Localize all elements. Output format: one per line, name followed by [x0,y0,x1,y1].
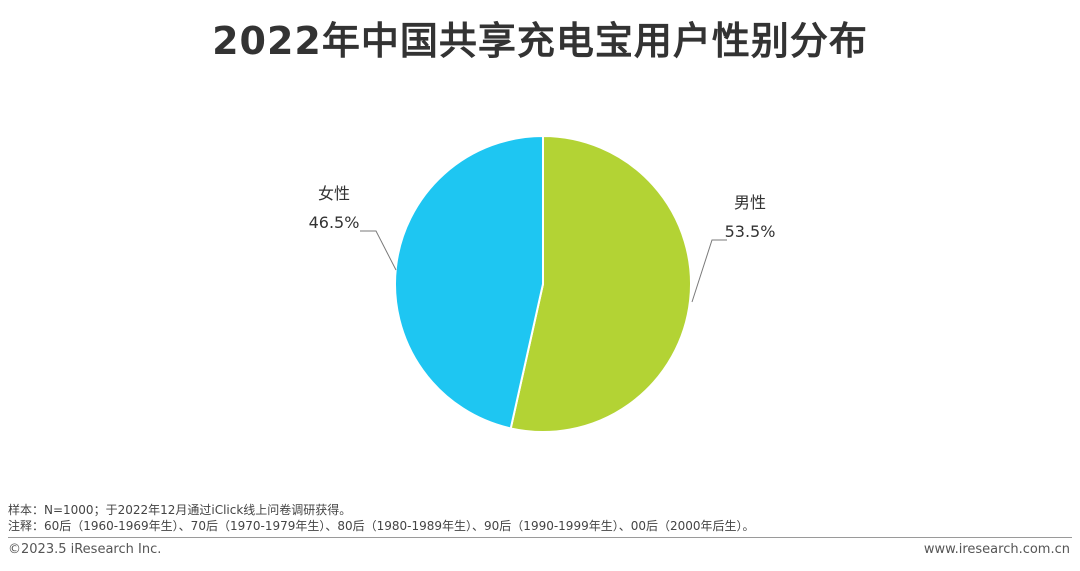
leader-line-0 [691,239,727,303]
pie-slice-1 [394,134,544,430]
notes: 样本：N=1000；于2022年12月通过iClick线上问卷调研获得。 注释：… [8,502,755,534]
slice-label-1: 女性 [318,184,350,203]
remark-note: 注释：60后（1960-1969年生）、70后（1970-1979年生）、80后… [8,519,755,533]
sample-note: 样本：N=1000；于2022年12月通过iClick线上问卷调研获得。 [8,503,352,517]
page-title: 2022年中国共享充电宝用户性别分布 [212,19,868,63]
slice-value-label-1: 46.5% [309,213,360,232]
website-link[interactable]: www.iresearch.com.cn [923,542,1070,557]
slice-value-label-0: 53.5% [725,222,776,241]
slice-label-0: 男性 [734,193,766,212]
pie-chart: 男性 53.5% 女性 46.5% [309,134,776,433]
leader-line-1 [360,230,397,271]
copyright: ©2023.5 iResearch Inc. [8,542,162,557]
pie-slice-0 [509,134,692,433]
footer-divider [8,537,1072,538]
